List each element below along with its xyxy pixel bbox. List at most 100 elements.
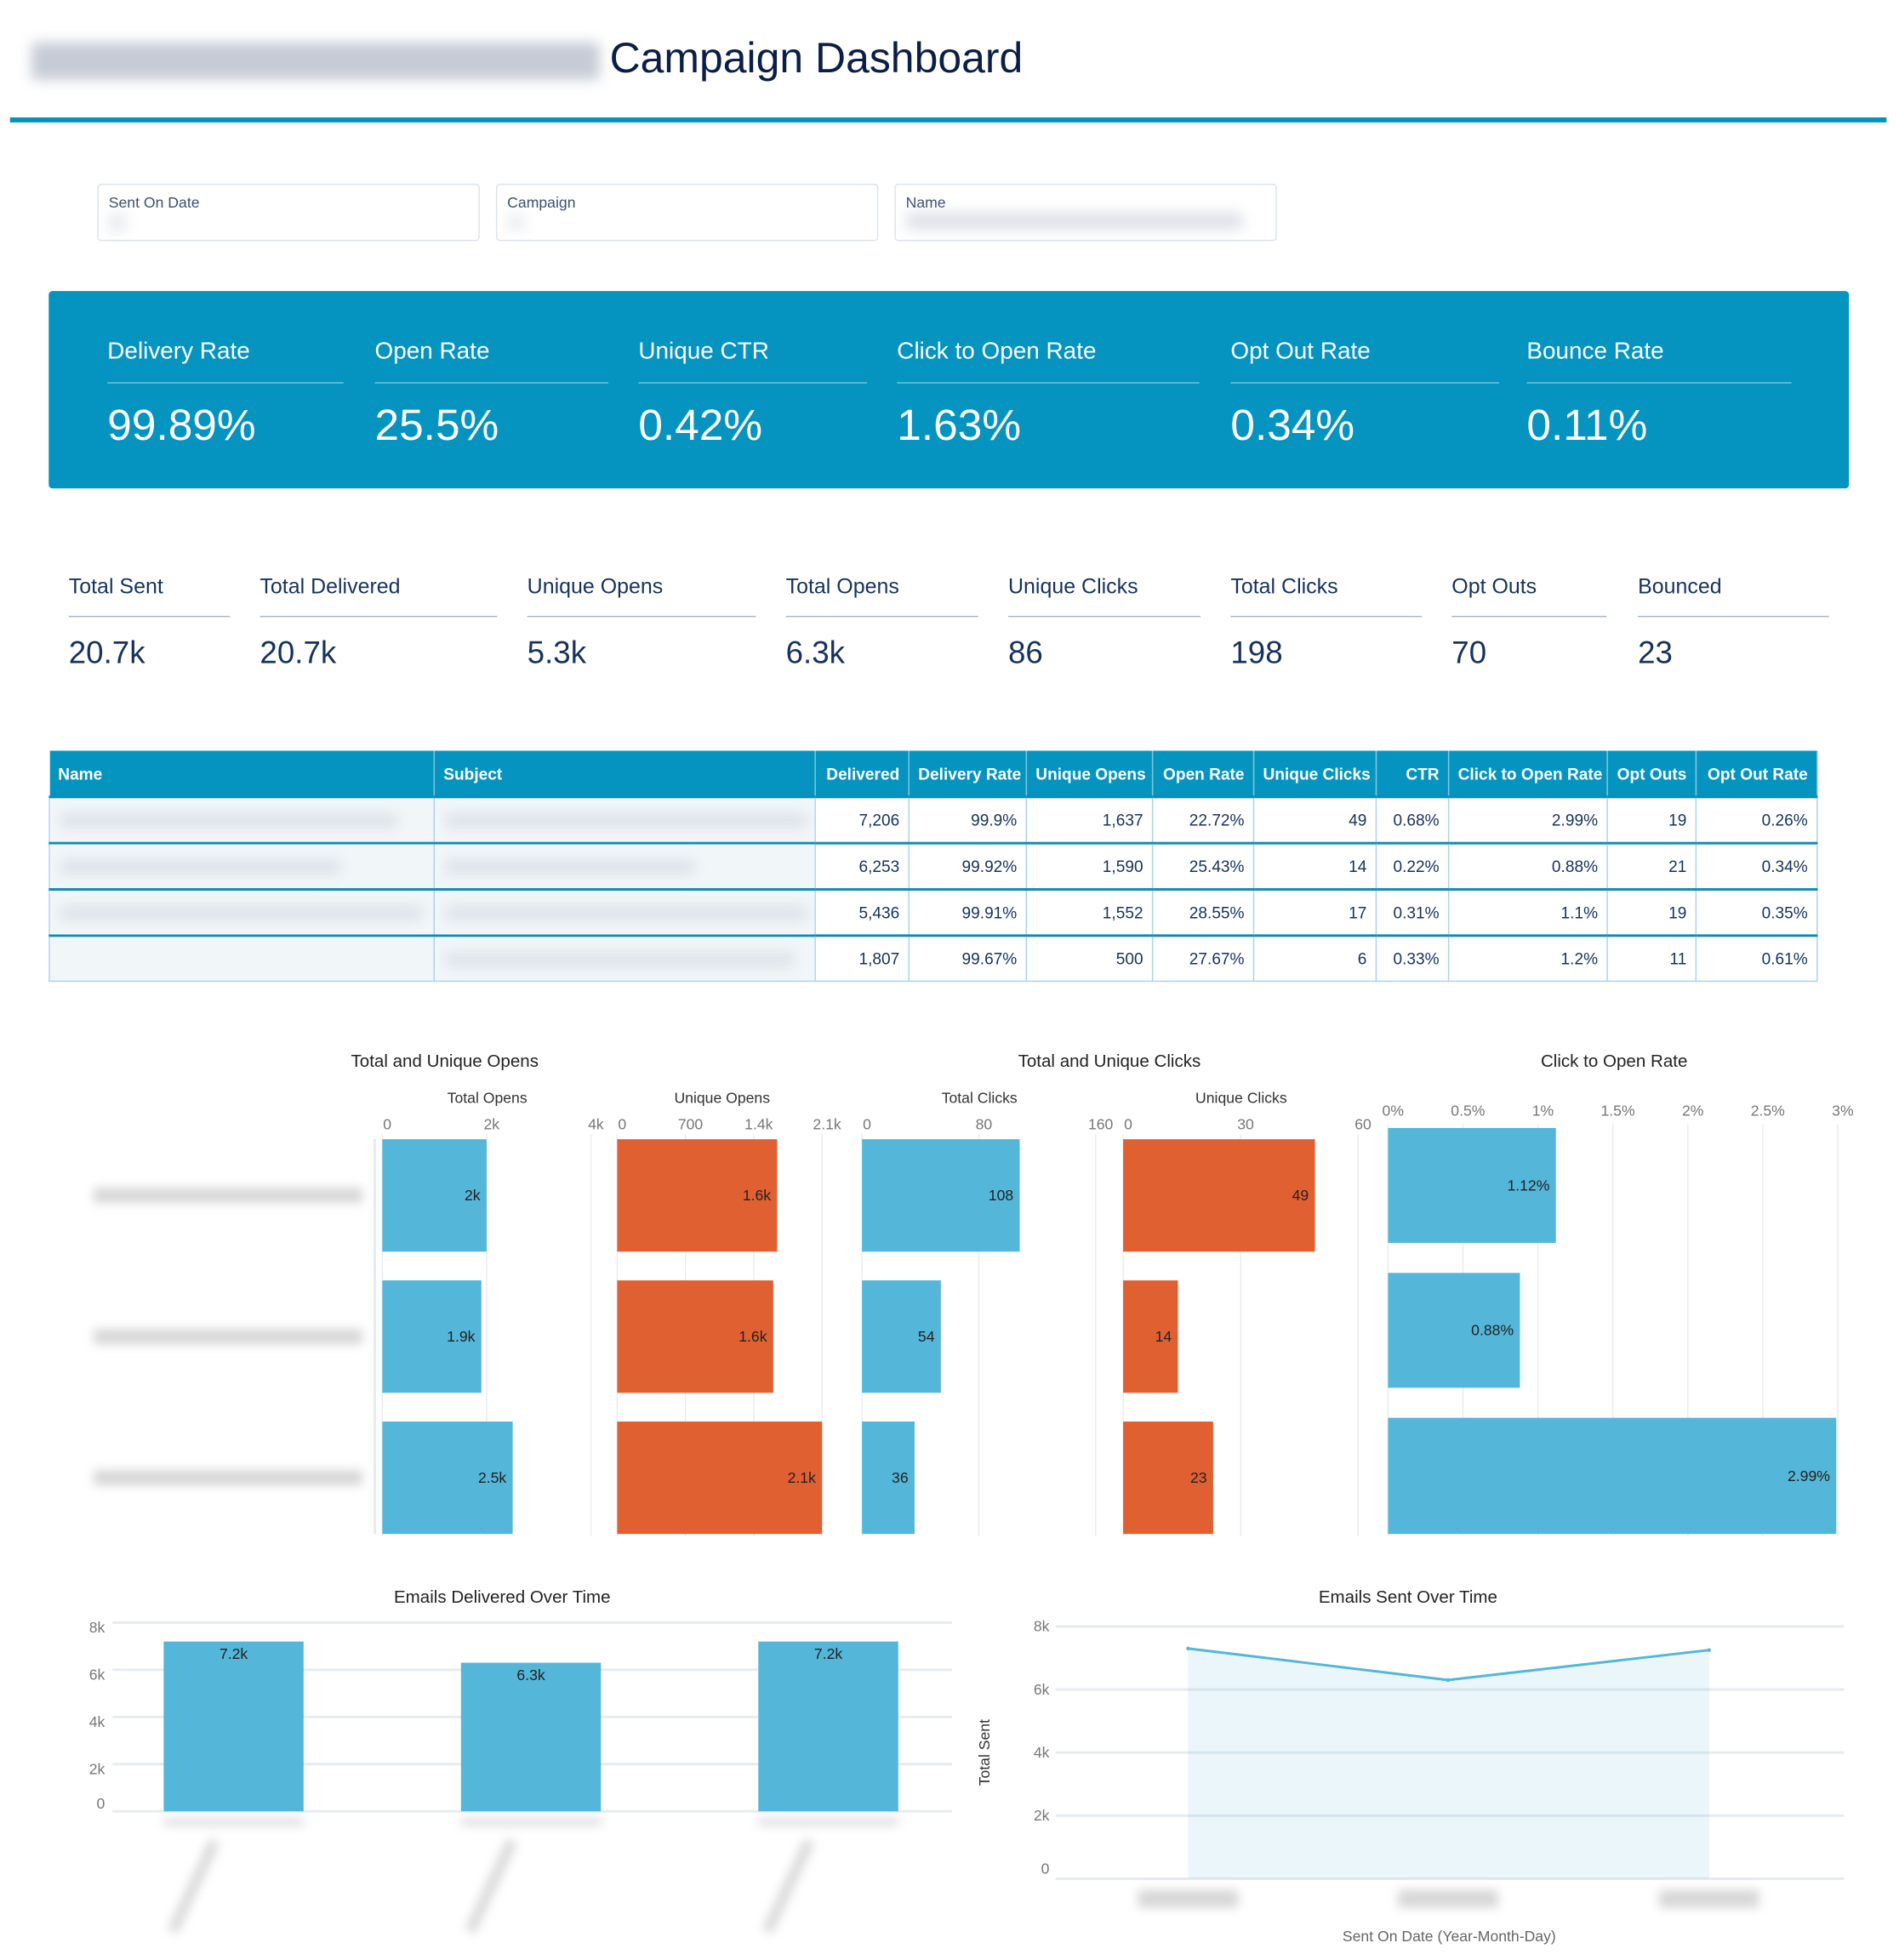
filter-campaign[interactable]: Campaign bbox=[495, 183, 879, 242]
axis-title: Total Sent bbox=[976, 1719, 993, 1786]
filter-name[interactable]: Name bbox=[894, 183, 1277, 242]
kpi-label: Open Rate bbox=[374, 338, 490, 365]
table-cell: 0.22% bbox=[1375, 841, 1450, 891]
kpi-value: 0.11% bbox=[1526, 401, 1648, 450]
kpi-divider bbox=[638, 382, 868, 384]
name-cell-redacted[interactable] bbox=[48, 934, 436, 983]
kpi-divider bbox=[897, 382, 1200, 384]
kpi-value: 0.34% bbox=[1230, 401, 1355, 450]
bar[interactable] bbox=[862, 1280, 941, 1393]
data-label: 2.5k bbox=[478, 1469, 506, 1486]
stat-value: 6.3k bbox=[785, 635, 846, 671]
table-cell: 99.92% bbox=[908, 841, 1028, 891]
bar[interactable] bbox=[382, 1422, 513, 1535]
column-header[interactable]: Unique Clicks bbox=[1253, 750, 1377, 797]
tick-label: 6k bbox=[1034, 1681, 1050, 1698]
column-header[interactable]: Name bbox=[49, 750, 436, 797]
table-cell: 7,206 bbox=[814, 795, 910, 844]
stat-divider bbox=[1230, 615, 1423, 618]
bar[interactable] bbox=[163, 1641, 304, 1812]
kpi-value: 25.5% bbox=[374, 401, 499, 450]
data-point[interactable] bbox=[1186, 1646, 1190, 1651]
axis-title: Sent On Date (Year-Month-Day) bbox=[1343, 1928, 1556, 1945]
bar[interactable] bbox=[1388, 1273, 1520, 1388]
kpi-label: Delivery Rate bbox=[107, 338, 250, 365]
redacted-label bbox=[163, 1818, 304, 1826]
name-cell-redacted[interactable] bbox=[48, 795, 436, 844]
data-label: 7.2k bbox=[814, 1645, 842, 1662]
axis-title: Total Clicks bbox=[942, 1090, 1018, 1107]
data-label: 23 bbox=[1190, 1469, 1207, 1486]
column-header[interactable]: Opt Outs bbox=[1607, 750, 1697, 797]
data-label: 6.3k bbox=[516, 1667, 545, 1684]
tick-label: 160 bbox=[1088, 1115, 1114, 1132]
column-header[interactable]: Delivered bbox=[815, 750, 910, 797]
column-header[interactable]: Delivery Rate bbox=[909, 750, 1028, 797]
tick-label: 0 bbox=[1124, 1115, 1132, 1132]
stat-value: 20.7k bbox=[259, 635, 337, 671]
bar[interactable] bbox=[382, 1280, 482, 1393]
bar[interactable] bbox=[862, 1139, 1020, 1252]
subject-cell-redacted bbox=[433, 841, 816, 891]
column-header[interactable]: Open Rate bbox=[1152, 750, 1255, 797]
table-row[interactable]: 1,807 99.67% 500 27.67% 6 0.33% 1.2% 11 0.61% bbox=[48, 934, 1818, 983]
bar[interactable] bbox=[382, 1139, 487, 1252]
column-header[interactable]: Subject bbox=[434, 750, 816, 797]
bar[interactable] bbox=[1388, 1417, 1837, 1535]
tick-label: 8k bbox=[89, 1619, 106, 1636]
chart-title: Click to Open Rate bbox=[1541, 1051, 1687, 1071]
tick-label: 2.5% bbox=[1751, 1102, 1785, 1119]
subject-cell-redacted bbox=[433, 888, 816, 937]
bar[interactable] bbox=[1123, 1280, 1178, 1393]
bar[interactable] bbox=[460, 1662, 602, 1812]
bar[interactable] bbox=[617, 1280, 773, 1393]
tick-label: 80 bbox=[976, 1115, 993, 1132]
stat-value: 23 bbox=[1638, 635, 1673, 671]
tick-label: 700 bbox=[678, 1115, 704, 1132]
column-header[interactable]: CTR bbox=[1376, 750, 1450, 797]
kpi-value: 1.63% bbox=[897, 401, 1022, 450]
name-cell-redacted[interactable] bbox=[48, 888, 436, 937]
tick-label: 6k bbox=[89, 1667, 106, 1684]
column-header[interactable]: Opt Out Rate bbox=[1696, 750, 1818, 797]
tick-label: 0 bbox=[618, 1115, 626, 1132]
bar[interactable] bbox=[1123, 1139, 1315, 1252]
stat-label: Total Sent bbox=[68, 574, 163, 599]
kpi-label: Bounce Rate bbox=[1526, 338, 1664, 365]
table-row[interactable]: 6,253 99.92% 1,590 25.43% 14 0.22% 0.88% 21 0.34… bbox=[48, 841, 1818, 891]
column-header[interactable]: Click to Open Rate bbox=[1448, 750, 1608, 797]
bar[interactable] bbox=[862, 1422, 915, 1535]
data-label: 108 bbox=[989, 1187, 1014, 1204]
tick-label: 60 bbox=[1354, 1115, 1372, 1132]
kpi-value: 0.42% bbox=[638, 401, 763, 450]
tick-label: 8k bbox=[1034, 1618, 1050, 1635]
data-point[interactable] bbox=[1446, 1678, 1451, 1683]
data-label: 1.6k bbox=[743, 1187, 771, 1204]
redacted-label bbox=[94, 1188, 362, 1204]
tick-label: 0 bbox=[863, 1115, 871, 1132]
stat-label: Total Delivered bbox=[259, 574, 401, 599]
data-point[interactable] bbox=[1707, 1648, 1711, 1652]
table-row[interactable]: 7,206 99.9% 1,637 22.72% 49 0.68% 2.99% 19 0.26% bbox=[48, 795, 1818, 844]
bar[interactable] bbox=[1388, 1127, 1556, 1244]
bar[interactable] bbox=[617, 1422, 823, 1535]
tick-label: 1.4k bbox=[744, 1115, 773, 1132]
stat-value: 5.3k bbox=[527, 635, 587, 671]
tick-label: 1.5% bbox=[1601, 1102, 1635, 1119]
stat-divider bbox=[785, 615, 978, 618]
name-cell-redacted[interactable] bbox=[48, 841, 436, 891]
filter-sent-on-date[interactable]: Sent On Date bbox=[97, 183, 480, 242]
table-cell: 25.43% bbox=[1151, 841, 1255, 891]
bar[interactable] bbox=[1123, 1422, 1213, 1535]
area-fill bbox=[1188, 1648, 1709, 1879]
column-header[interactable]: Unique Opens bbox=[1026, 750, 1154, 797]
table-cell: 49 bbox=[1252, 795, 1377, 844]
data-label: 1.12% bbox=[1507, 1177, 1549, 1194]
redacted-label bbox=[758, 1818, 898, 1826]
bar[interactable] bbox=[617, 1139, 778, 1252]
subject-cell-redacted bbox=[433, 795, 816, 844]
stat-value: 198 bbox=[1230, 635, 1283, 671]
table-cell: 28.55% bbox=[1151, 888, 1255, 937]
bar[interactable] bbox=[758, 1641, 898, 1812]
